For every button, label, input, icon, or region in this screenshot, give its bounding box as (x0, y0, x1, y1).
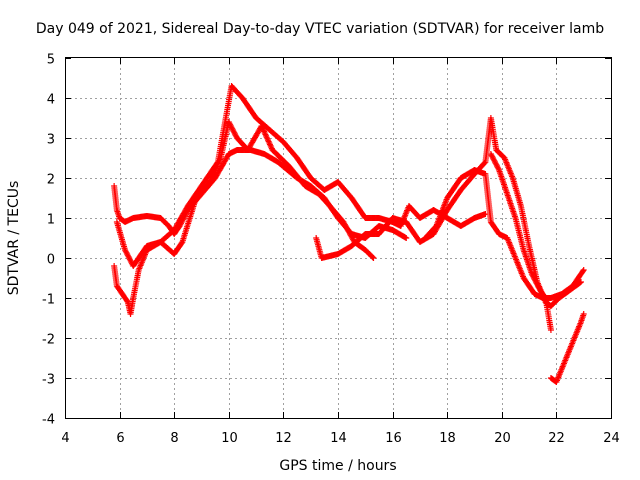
data-point (529, 272, 536, 279)
x-tick-label: 10 (221, 431, 238, 446)
data-point (491, 159, 498, 165)
series-track-b (111, 119, 377, 317)
data-point (493, 161, 500, 168)
data-point (535, 284, 542, 291)
series-track-g (547, 311, 587, 385)
data-point (227, 123, 234, 129)
data-point (577, 279, 584, 286)
data-point (491, 157, 498, 164)
data-point (231, 129, 238, 136)
x-axis-label: GPS time / hours (279, 458, 396, 474)
y-axis-label: SDTVAR / TECUs (6, 181, 22, 296)
y-tick-label: -1 (42, 293, 55, 308)
data-point (495, 165, 502, 172)
data-point (530, 273, 537, 280)
data-point (489, 155, 496, 161)
data-point (225, 119, 232, 125)
data-point (494, 164, 501, 171)
data-point (492, 160, 499, 167)
y-tick-label: -4 (42, 413, 55, 428)
data-point (126, 255, 133, 261)
data-point (534, 281, 541, 288)
x-tick-labels: 4 6 8 10 12 14 16 18 20 22 24 (61, 431, 619, 446)
y-tick-label: 1 (47, 213, 55, 228)
x-tick-label: 20 (494, 431, 511, 446)
x-tick-label: 4 (61, 431, 69, 446)
data-point (494, 163, 501, 169)
data-point (547, 327, 554, 333)
grid-layer (65, 58, 611, 418)
data-point (229, 125, 236, 132)
series-track-c (113, 83, 489, 269)
data-point (534, 283, 541, 289)
x-tick-label: 24 (603, 431, 620, 446)
data-point (579, 268, 586, 275)
data-point (126, 256, 133, 263)
chart-title: Day 049 of 2021, Sidereal Day-to-day VTE… (36, 21, 604, 37)
series-track-f (487, 151, 554, 333)
data-point (541, 293, 548, 300)
data-point (227, 121, 234, 128)
x-tick-label: 16 (385, 431, 402, 446)
x-tick-label: 8 (170, 431, 178, 446)
data-point (128, 259, 135, 265)
data-point (532, 277, 539, 284)
y-tick-label: 5 (47, 53, 55, 68)
data-point (124, 252, 131, 259)
data-point (124, 251, 131, 257)
x-tick-label: 6 (116, 431, 124, 446)
y-tick-label: 0 (47, 253, 55, 268)
data-point (231, 131, 238, 137)
data-point (577, 279, 584, 285)
series-track-a (111, 147, 410, 241)
data-point (124, 297, 131, 304)
data-point (230, 128, 237, 135)
data-point (533, 280, 540, 287)
data-point (214, 160, 221, 167)
data-point (489, 153, 496, 160)
data-point (232, 132, 239, 139)
data-points (111, 83, 587, 385)
data-point (125, 253, 132, 260)
data-point (488, 152, 495, 159)
x-tick-label: 14 (330, 431, 347, 446)
series-track-d (313, 115, 584, 309)
x-tick-label: 12 (275, 431, 292, 446)
data-point (122, 247, 129, 253)
y-tick-label: 3 (47, 133, 55, 148)
data-point (228, 124, 235, 131)
data-point (490, 156, 497, 163)
data-point (123, 249, 130, 256)
data-point (580, 267, 587, 273)
x-tick-label: 18 (439, 431, 456, 446)
y-tick-label: 4 (47, 93, 55, 108)
data-point (403, 235, 410, 241)
data-point (122, 248, 129, 255)
data-point (528, 271, 535, 277)
data-point (369, 254, 376, 261)
x-tick-label: 22 (548, 431, 565, 446)
data-point (532, 279, 539, 285)
y-tick-label: -3 (42, 373, 55, 388)
data-point (229, 127, 236, 133)
data-point (481, 159, 488, 166)
data-point (178, 240, 185, 247)
data-point (127, 257, 134, 264)
plot-frame (65, 57, 612, 419)
data-point (370, 255, 377, 261)
data-point (530, 275, 537, 281)
y-tick-labels: -4 -3 -2 -1 0 1 2 3 4 5 (42, 53, 55, 428)
y-tick-label: 2 (47, 173, 55, 188)
data-point (580, 311, 587, 317)
series-track-e (422, 167, 587, 301)
data-point (487, 151, 494, 157)
data-point (531, 276, 538, 283)
y-tick-label: -2 (42, 333, 55, 348)
